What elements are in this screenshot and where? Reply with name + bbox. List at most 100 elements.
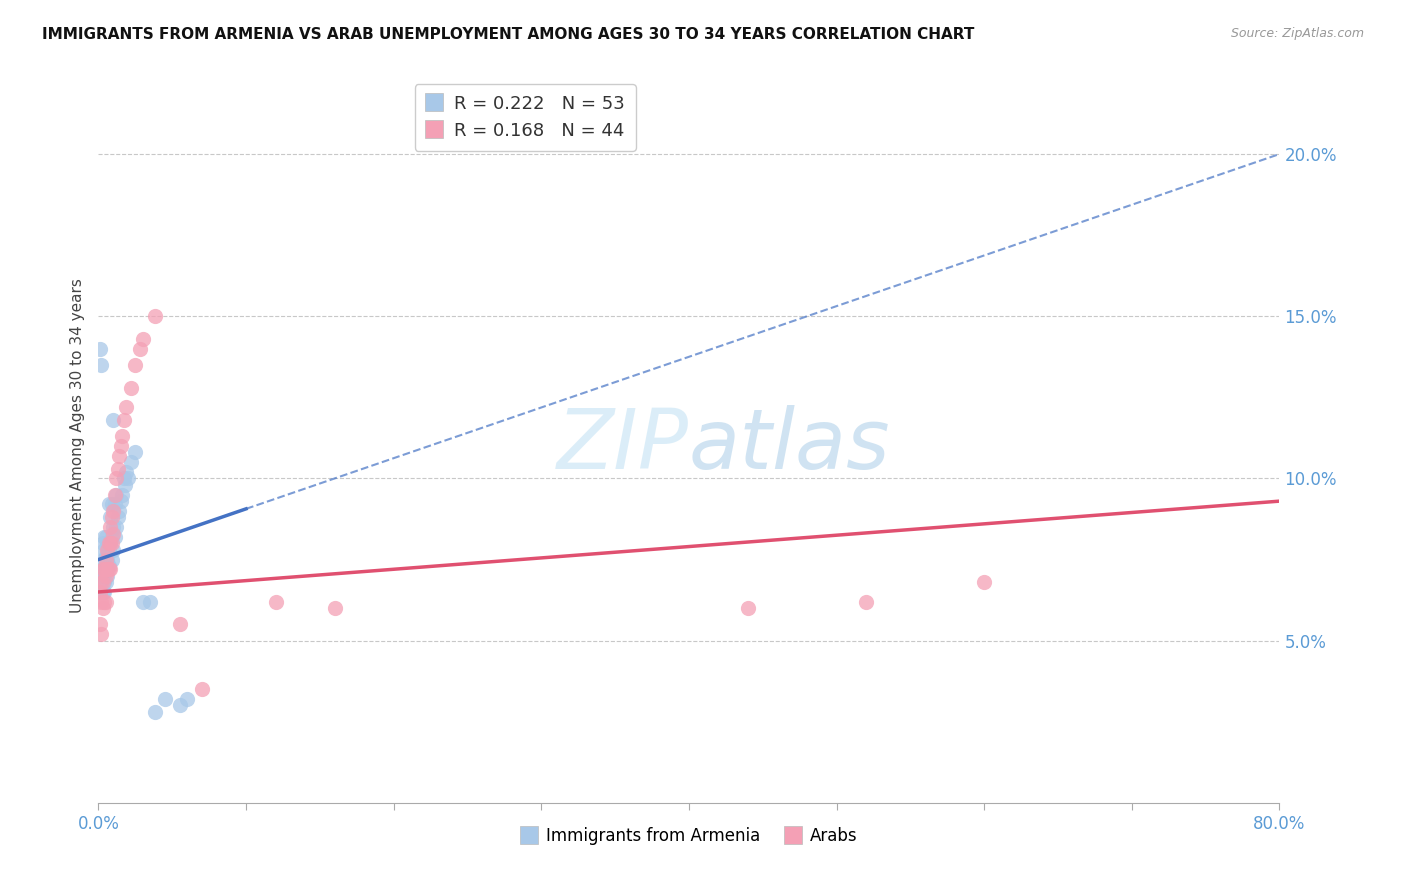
Point — [105, 488, 128, 502]
Point — [124, 358, 146, 372]
Point — [91, 568, 114, 582]
Point — [100, 497, 122, 511]
Point — [89, 342, 111, 356]
Point — [96, 562, 118, 576]
Point — [93, 542, 115, 557]
Point — [112, 413, 135, 427]
Point — [93, 530, 115, 544]
Point — [115, 465, 138, 479]
Point — [103, 413, 125, 427]
Point — [143, 705, 166, 719]
Point — [97, 536, 120, 550]
Point — [104, 488, 127, 502]
Point — [132, 332, 155, 346]
Point — [94, 575, 117, 590]
Point — [90, 358, 112, 372]
Y-axis label: Unemployment Among Ages 30 to 34 years: Unemployment Among Ages 30 to 34 years — [69, 278, 84, 614]
Point — [94, 530, 117, 544]
Point — [90, 575, 112, 590]
Point — [98, 536, 121, 550]
Point — [103, 526, 125, 541]
Point — [132, 595, 155, 609]
Point — [98, 520, 121, 534]
Point — [117, 471, 139, 485]
Point — [96, 568, 118, 582]
Text: ZIP: ZIP — [557, 406, 689, 486]
Point — [93, 595, 115, 609]
Point — [91, 562, 114, 576]
Point — [107, 461, 129, 475]
Point — [91, 601, 114, 615]
Point — [98, 562, 121, 576]
Text: atlas: atlas — [689, 406, 890, 486]
Point — [191, 682, 214, 697]
Point — [96, 542, 118, 557]
Point — [94, 595, 117, 609]
Point — [176, 692, 198, 706]
Point — [105, 471, 128, 485]
Point — [97, 542, 120, 557]
Point — [93, 585, 115, 599]
Point — [90, 575, 112, 590]
Point — [100, 536, 122, 550]
Point — [89, 568, 111, 582]
Point — [94, 562, 117, 576]
Point — [973, 575, 995, 590]
Text: IMMIGRANTS FROM ARMENIA VS ARAB UNEMPLOYMENT AMONG AGES 30 TO 34 YEARS CORRELATI: IMMIGRANTS FROM ARMENIA VS ARAB UNEMPLOY… — [42, 27, 974, 42]
Point — [89, 617, 111, 632]
Point — [93, 562, 115, 576]
Point — [110, 494, 132, 508]
Point — [98, 510, 121, 524]
Legend: Immigrants from Armenia, Arabs: Immigrants from Armenia, Arabs — [513, 821, 865, 852]
Point — [114, 478, 136, 492]
Point — [89, 585, 111, 599]
Point — [94, 568, 117, 582]
Point — [169, 698, 191, 713]
Point — [855, 595, 877, 609]
Point — [110, 439, 132, 453]
Point — [153, 692, 176, 706]
Point — [105, 520, 128, 534]
Point — [108, 449, 131, 463]
Point — [111, 429, 134, 443]
Point — [737, 601, 759, 615]
Point — [103, 542, 125, 557]
Point — [143, 310, 166, 324]
Point — [93, 562, 115, 576]
Point — [94, 552, 117, 566]
Point — [97, 562, 120, 576]
Point — [103, 504, 125, 518]
Point — [120, 455, 142, 469]
Point — [107, 510, 129, 524]
Point — [111, 488, 134, 502]
Point — [91, 585, 114, 599]
Point — [100, 530, 122, 544]
Point — [323, 601, 346, 615]
Text: Source: ZipAtlas.com: Source: ZipAtlas.com — [1230, 27, 1364, 40]
Point — [89, 585, 111, 599]
Point — [98, 536, 121, 550]
Point — [91, 536, 114, 550]
Point — [94, 549, 117, 564]
Point — [90, 595, 112, 609]
Point — [103, 520, 125, 534]
Point — [112, 471, 135, 485]
Point — [90, 627, 112, 641]
Point — [115, 400, 138, 414]
Point — [108, 504, 131, 518]
Point — [100, 552, 122, 566]
Point — [104, 530, 127, 544]
Point — [97, 497, 120, 511]
Point — [264, 595, 287, 609]
Point — [91, 552, 114, 566]
Point — [96, 552, 118, 566]
Point — [91, 575, 114, 590]
Point — [100, 510, 122, 524]
Point — [90, 562, 112, 576]
Point — [124, 445, 146, 459]
Point — [120, 381, 142, 395]
Point — [93, 575, 115, 590]
Point — [169, 617, 191, 632]
Point — [128, 342, 150, 356]
Point — [139, 595, 162, 609]
